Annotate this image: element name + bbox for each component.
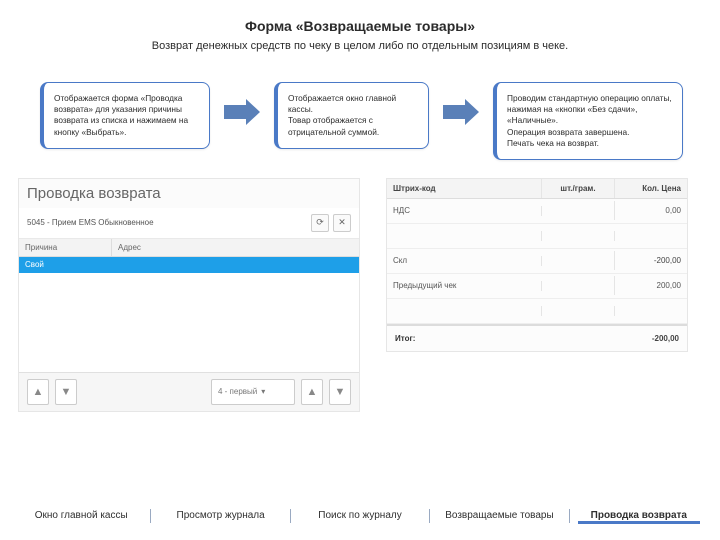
nav-journal-search[interactable]: Поиск по журналу — [299, 508, 421, 524]
cash-total-row: Итог: -200,00 — [387, 324, 687, 351]
nav-separator — [150, 509, 151, 523]
nav-separator — [429, 509, 430, 523]
table-row: НДС 0,00 — [387, 199, 687, 224]
cash-head-price: Кол. Цена — [614, 179, 687, 198]
bottom-nav: Окно главной кассы Просмотр журнала Поис… — [20, 508, 700, 524]
callout-1: Отображается форма «Проводка возврата» д… — [40, 82, 210, 149]
nav-separator — [569, 509, 570, 523]
nav-journal-view[interactable]: Просмотр журнала — [159, 508, 281, 524]
arrow-up-button[interactable]: ▲ — [27, 379, 49, 405]
cash-head-unit: шт./грам. — [541, 179, 614, 198]
nav-provodka-return[interactable]: Проводка возврата — [578, 508, 700, 524]
provodka-row-text: 5045 - Прием EMS Обыкновенное — [27, 218, 154, 227]
cash-total-value: -200,00 — [652, 334, 679, 343]
provodka-col-reason: Причина — [19, 239, 112, 256]
arrow-down-button-2[interactable]: ▼ — [329, 379, 351, 405]
table-row: Скл -200,00 — [387, 249, 687, 274]
cash-window: Штрих-код шт./грам. Кол. Цена НДС 0,00 С… — [386, 178, 688, 352]
arrow-icon — [220, 82, 264, 142]
table-row — [387, 299, 687, 324]
callout-2: Отображается окно главной кассы. Товар о… — [274, 82, 429, 149]
page-title: Форма «Возвращаемые товары» — [0, 0, 720, 34]
nav-main-cash[interactable]: Окно главной кассы — [20, 508, 142, 524]
callout-3: Проводим стандартную операцию оплаты, на… — [493, 82, 683, 160]
arrow-icon — [439, 82, 483, 142]
nav-returned-goods[interactable]: Возвращаемые товары — [438, 508, 560, 524]
refresh-icon[interactable]: ⟳ — [311, 214, 329, 232]
provodka-title: Проводка возврата — [19, 179, 359, 208]
cash-total-label: Итог: — [395, 334, 415, 343]
arrow-down-button[interactable]: ▼ — [55, 379, 77, 405]
nav-separator — [290, 509, 291, 523]
callouts-row: Отображается форма «Проводка возврата» д… — [40, 82, 692, 160]
table-row — [387, 224, 687, 249]
footer-select[interactable]: 4 - первый▾ — [211, 379, 295, 405]
chevron-down-icon: ▾ — [261, 387, 265, 396]
provodka-col-address: Адрес — [112, 239, 359, 256]
page-subtitle: Возврат денежных средств по чеку в целом… — [0, 34, 720, 52]
clear-icon[interactable]: ✕ — [333, 214, 351, 232]
provodka-window: Проводка возврата 5045 - Прием EMS Обыкн… — [18, 178, 360, 412]
table-row: Предыдущий чек 200,00 — [387, 274, 687, 299]
provodka-selected-row[interactable]: Свой — [19, 257, 359, 273]
cash-head-barcode: Штрих-код — [387, 179, 541, 198]
arrow-up-button-2[interactable]: ▲ — [301, 379, 323, 405]
